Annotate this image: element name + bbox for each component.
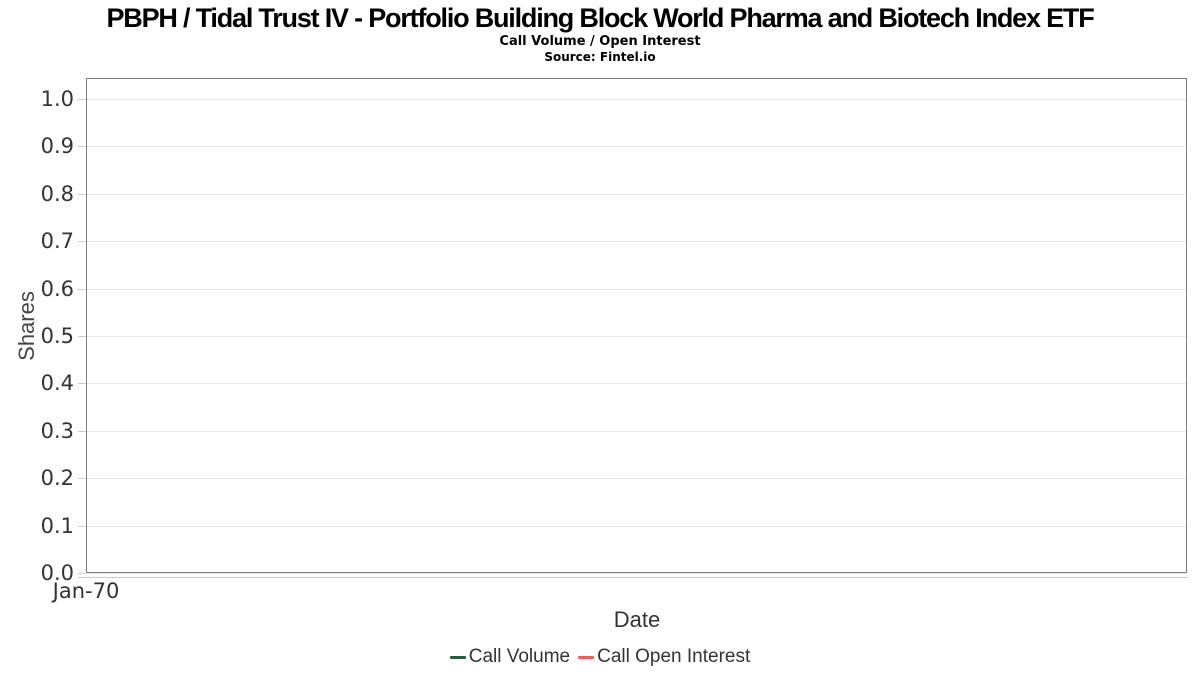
chart-subtitle: Call Volume / Open Interest — [499, 34, 701, 49]
y-tick-mark — [78, 146, 86, 147]
gridline — [87, 431, 1186, 432]
gridline — [87, 573, 1186, 574]
legend-line-icon — [578, 655, 595, 659]
gridline — [87, 289, 1186, 290]
x-tick-label: Jan-70 — [52, 579, 120, 603]
y-tick-label: 0.2 — [40, 466, 74, 490]
y-tick-label: 0.3 — [40, 419, 74, 443]
y-tick-mark — [78, 241, 86, 242]
y-tick-label: 0.6 — [40, 277, 74, 301]
y-tick-mark — [78, 526, 86, 527]
gridline — [87, 383, 1186, 384]
legend-item-call-volume[interactable]: Call Volume — [449, 646, 571, 668]
y-tick-mark — [78, 573, 86, 574]
y-tick-label: 0.7 — [40, 229, 74, 253]
chart-source-label: Source: Fintel.io — [544, 50, 656, 64]
y-tick-label: 0.0 — [40, 561, 74, 585]
y-tick-mark — [78, 431, 86, 432]
gridline — [87, 478, 1186, 479]
x-axis-line — [78, 577, 1188, 578]
y-tick-label: 0.4 — [40, 371, 74, 395]
gridline — [87, 526, 1186, 527]
legend: Call Volume Call Open Interest — [0, 646, 1200, 668]
legend-label: Call Volume — [468, 646, 571, 667]
y-tick-mark — [78, 289, 86, 290]
y-tick-mark — [78, 99, 86, 100]
plot-area — [86, 78, 1187, 574]
y-tick-mark — [78, 478, 86, 479]
y-tick-label: 0.9 — [40, 134, 74, 158]
legend-label: Call Open Interest — [597, 646, 751, 667]
gridline — [87, 99, 1186, 100]
y-tick-label: 0.8 — [40, 182, 74, 206]
gridline — [87, 336, 1186, 337]
x-axis-title: Date — [613, 607, 661, 632]
gridline — [87, 194, 1186, 195]
gridline — [87, 146, 1186, 147]
y-tick-label: 0.5 — [40, 324, 74, 348]
y-tick-mark — [78, 336, 86, 337]
y-tick-label: 0.1 — [40, 514, 74, 538]
legend-line-icon — [449, 655, 466, 659]
chart-title: PBPH / Tidal Trust IV - Portfolio Buildi… — [106, 3, 1094, 33]
y-tick-mark — [78, 383, 86, 384]
y-tick-label: 1.0 — [40, 87, 74, 111]
gridline — [87, 241, 1186, 242]
y-tick-mark — [78, 194, 86, 195]
legend-item-call-open-interest[interactable]: Call Open Interest — [578, 646, 750, 668]
